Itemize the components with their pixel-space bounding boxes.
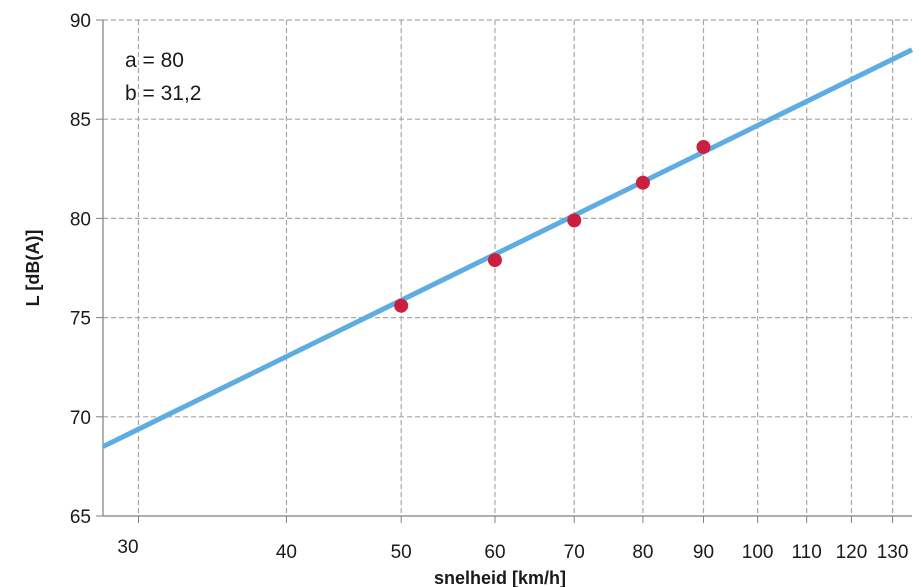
y-tick-label: 90	[70, 11, 91, 32]
x-tick-label: 120	[836, 542, 868, 563]
y-tick-label: 65	[70, 507, 91, 528]
data-series	[101, 47, 914, 449]
x-tick-label: 50	[391, 542, 412, 563]
axes	[96, 19, 912, 523]
tick-labels: 65 70 75 80 85 90 30 40 50 60 70 80 90 100 110 120 130	[70, 11, 909, 563]
x-tick-label: 130	[877, 542, 909, 563]
x-tick-label: 80	[632, 542, 653, 563]
data-point	[487, 253, 502, 268]
x-tick-label: 100	[742, 542, 774, 563]
y-tick-label: 70	[70, 408, 91, 429]
y-tick-label: 85	[70, 110, 91, 131]
y-axis-title: L [dB(A)]	[23, 230, 43, 307]
x-tick-label: 60	[484, 542, 505, 563]
data-point	[696, 139, 711, 154]
x-tick-label: 40	[276, 542, 297, 563]
annotation-a: a = 80	[125, 49, 184, 72]
data-point	[394, 298, 409, 313]
y-tick-label: 75	[70, 309, 91, 330]
x-tick-label: 110	[792, 542, 822, 563]
y-tick-label: 80	[70, 209, 91, 230]
grid-lines	[103, 19, 912, 516]
x-tick-label: 30	[117, 537, 138, 558]
x-tick-label: 70	[564, 542, 585, 563]
annotation-b: b = 31,2	[125, 82, 201, 105]
fit-line	[101, 47, 914, 449]
x-tick-label: 90	[693, 542, 714, 563]
data-point	[635, 175, 650, 190]
x-axis-title: snelheid [km/h]	[434, 568, 566, 587]
data-point	[567, 213, 582, 228]
